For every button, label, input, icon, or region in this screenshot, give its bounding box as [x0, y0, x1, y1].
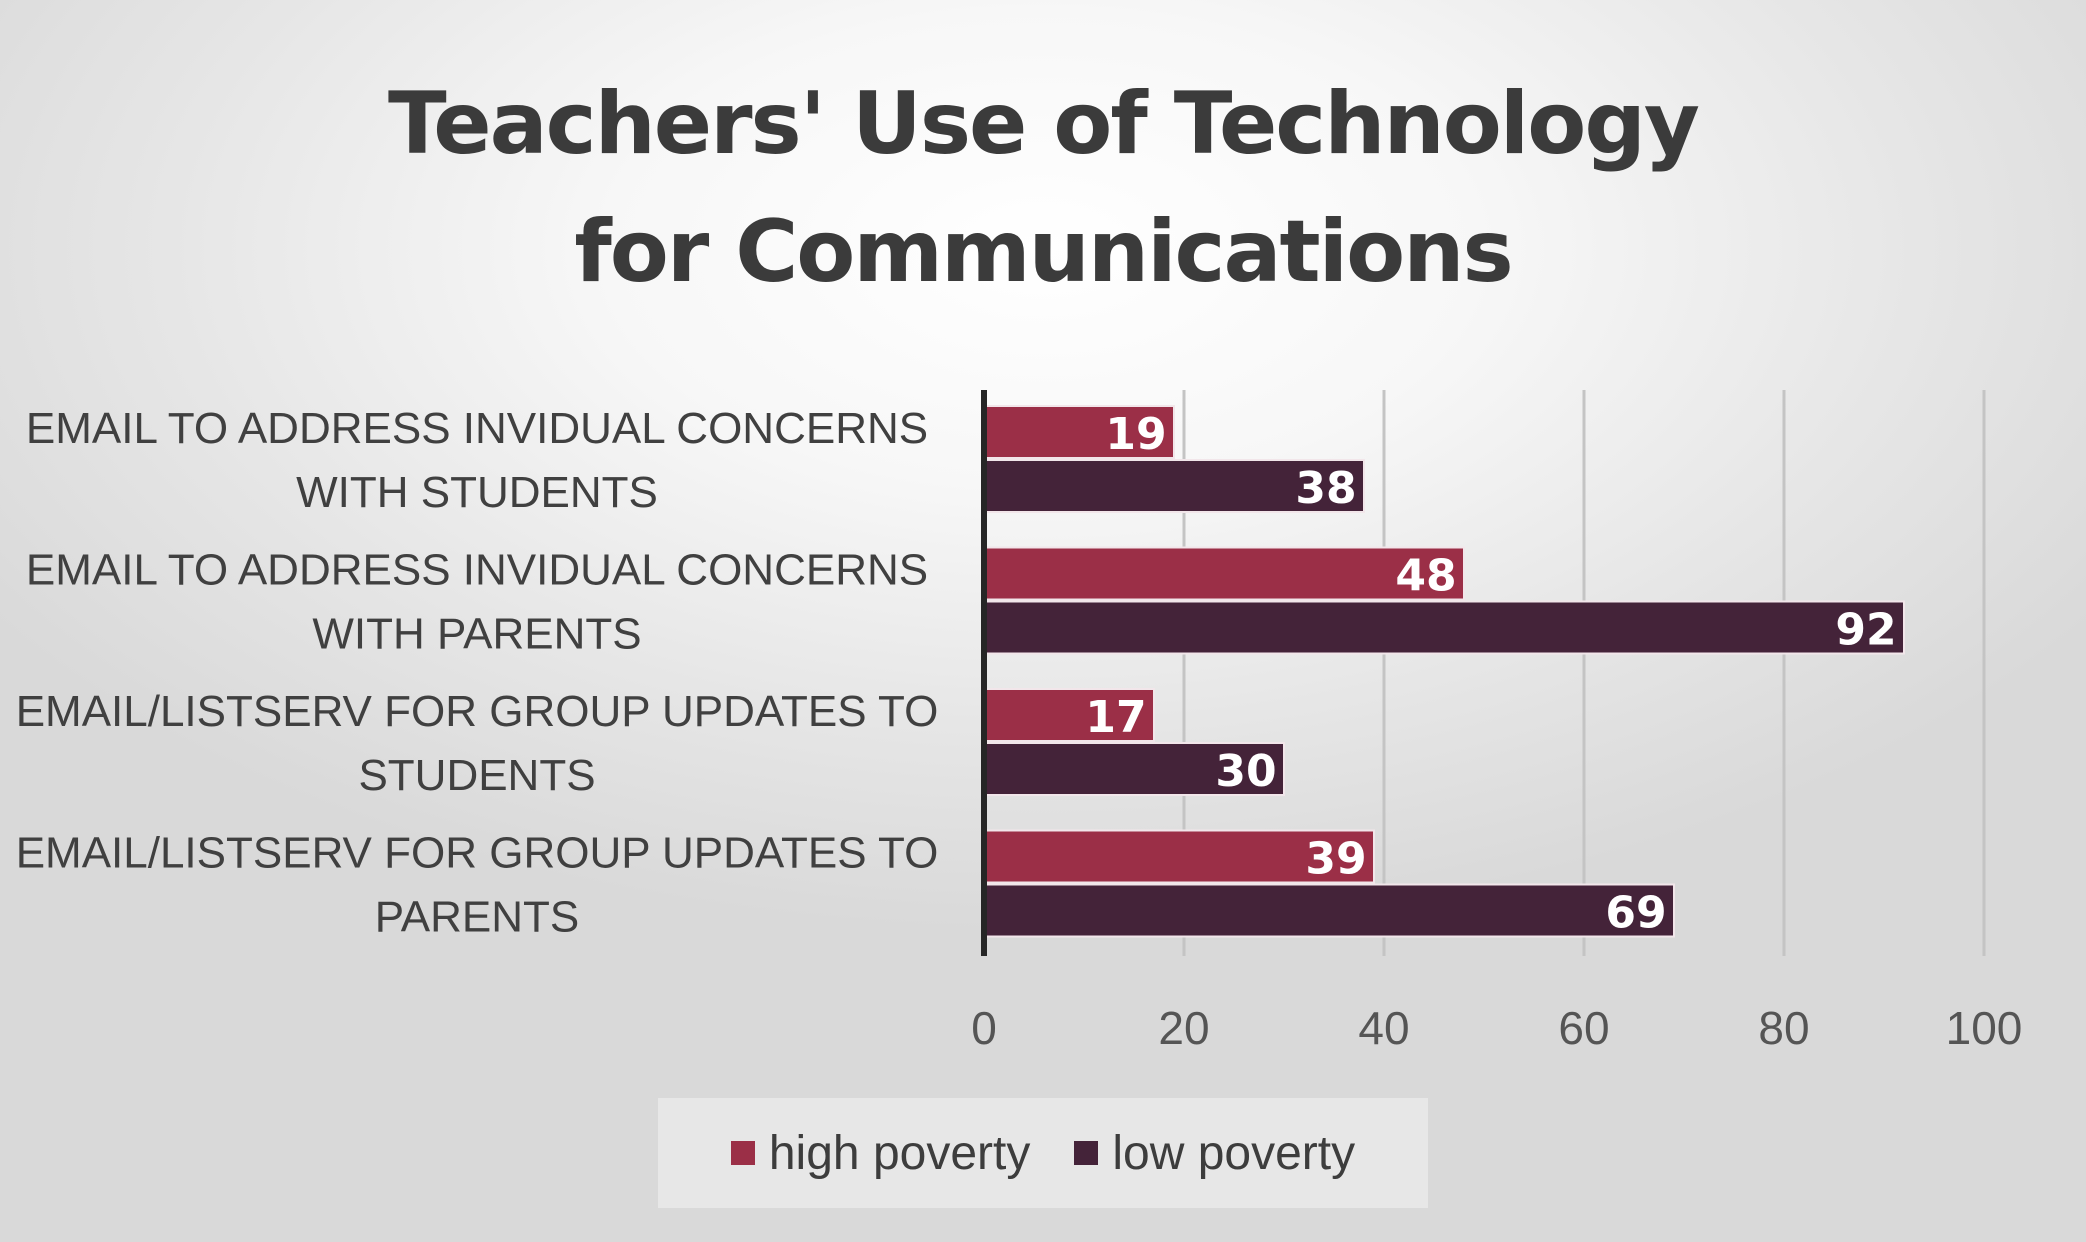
data-label: 92 — [1835, 605, 1896, 656]
category-label: EMAIL TO ADDRESS INVIDUAL CONCERNS — [26, 545, 928, 594]
legend-item-high-poverty[interactable]: high poverty — [730, 1126, 1031, 1181]
bar-high-poverty[interactable] — [983, 405, 1175, 459]
bar-high-poverty[interactable] — [983, 546, 1465, 601]
chart-title-line-2: for Communications — [574, 202, 1513, 302]
bars: 19 38 48 92 17 30 39 69 — [983, 405, 1905, 939]
chart-title-line-1: Teachers' Use of Technology — [388, 74, 1700, 174]
category-labels: EMAIL TO ADDRESS INVIDUAL CONCERNS WITH S… — [16, 404, 939, 942]
bar-high-poverty[interactable] — [983, 829, 1375, 884]
category-label: EMAIL/LISTSERV FOR GROUP UPDATES TO — [16, 687, 939, 736]
chart-title: Teachers' Use of Technology for Communic… — [0, 60, 2086, 316]
x-tick-label: 80 — [1758, 1002, 1809, 1054]
category-label: WITH PARENTS — [312, 609, 641, 658]
bar-low-poverty[interactable] — [983, 883, 1675, 938]
data-label: 69 — [1605, 888, 1666, 939]
x-tick-label: 0 — [971, 1002, 997, 1054]
category-label: EMAIL/LISTSERV FOR GROUP UPDATES TO — [16, 828, 939, 877]
data-label: 38 — [1295, 463, 1356, 514]
axis: 0 20 40 60 80 100 — [971, 390, 2022, 1054]
bar-low-poverty[interactable] — [983, 459, 1365, 513]
legend-swatch-low-poverty — [1074, 1141, 1099, 1165]
category-label: PARENTS — [375, 892, 580, 941]
bar-low-poverty[interactable] — [983, 742, 1285, 796]
data-label: 48 — [1395, 551, 1456, 602]
data-label: 39 — [1305, 834, 1366, 885]
x-tick-label: 60 — [1558, 1002, 1609, 1054]
legend: high poverty low poverty — [658, 1098, 1428, 1208]
category-label: WITH STUDENTS — [296, 468, 658, 517]
category-label: EMAIL TO ADDRESS INVIDUAL CONCERNS — [26, 404, 928, 453]
data-label: 19 — [1105, 409, 1166, 460]
x-tick-label: 100 — [1946, 1002, 2023, 1054]
category-label: STUDENTS — [358, 751, 595, 800]
x-tick-label: 40 — [1358, 1002, 1409, 1054]
data-label: 30 — [1215, 746, 1276, 797]
bar-low-poverty[interactable] — [983, 600, 1905, 655]
legend-label-high-poverty: high poverty — [768, 1126, 1031, 1180]
legend-label-low-poverty: low poverty — [1112, 1126, 1356, 1180]
legend-item-low-poverty[interactable]: low poverty — [1074, 1126, 1355, 1181]
x-tick-label: 20 — [1158, 1002, 1209, 1054]
legend-swatch-high-poverty — [730, 1141, 755, 1165]
data-label: 17 — [1085, 692, 1146, 743]
